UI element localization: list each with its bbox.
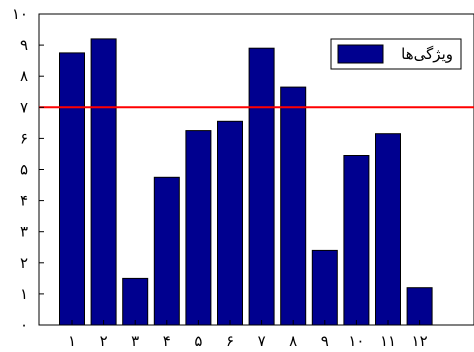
- x-tick-label: ۹: [321, 332, 329, 350]
- bar-3: [122, 277, 149, 326]
- x-tick-label: ۴: [163, 332, 171, 350]
- y-tick-label: ۰: [20, 316, 28, 334]
- x-tick-label: ۱۲: [412, 332, 428, 350]
- x-tick-label: ۶: [226, 332, 234, 350]
- legend-label: ویژگی‌ها: [401, 45, 453, 63]
- y-tick-label: ۸: [20, 67, 28, 85]
- x-tick-label: ۵: [194, 332, 202, 350]
- bar-2: [90, 38, 117, 326]
- legend-swatch: [337, 44, 384, 64]
- x-tick-label: ۱۱: [380, 332, 396, 350]
- y-tick-label: ۱۰: [12, 5, 28, 23]
- bar-1: [59, 52, 85, 326]
- x-tick-label: ۱: [68, 332, 76, 350]
- x-tick-label: ۱۰: [348, 332, 364, 350]
- bar-9: [311, 249, 338, 326]
- y-tick-label: ۵: [20, 161, 28, 179]
- x-tick-label: ۸: [289, 332, 297, 350]
- y-tick-label: ۶: [20, 129, 28, 147]
- y-tick-label: ۴: [20, 192, 28, 210]
- bar-4: [153, 176, 180, 326]
- y-tick-label: ۹: [20, 36, 28, 54]
- bar-11: [375, 133, 401, 326]
- x-tick-label: ۲: [100, 332, 108, 350]
- y-tick-label: ۲: [20, 254, 28, 272]
- bar-5: [185, 130, 212, 326]
- bar-10: [343, 155, 370, 326]
- x-tick-label: ۳: [131, 332, 139, 350]
- bar-7: [248, 47, 275, 326]
- y-tick-label: ۱: [20, 285, 28, 303]
- y-axis: ۰ ۱ ۲ ۳ ۴ ۵ ۶ ۷ ۸ ۹ ۱۰: [12, 5, 44, 334]
- bar-8: [280, 86, 307, 326]
- bar-12: [406, 287, 433, 326]
- x-axis: ۱ ۲ ۳ ۴ ۵ ۶ ۷ ۸ ۹ ۱۰ ۱۱ ۱۲: [68, 320, 428, 350]
- bars-group: [59, 38, 433, 326]
- y-tick-label: ۷: [20, 98, 28, 116]
- legend: ویژگی‌ها: [330, 38, 462, 70]
- x-tick-label: ۷: [258, 332, 266, 350]
- y-tick-label: ۳: [20, 223, 28, 241]
- bar-6: [217, 120, 243, 326]
